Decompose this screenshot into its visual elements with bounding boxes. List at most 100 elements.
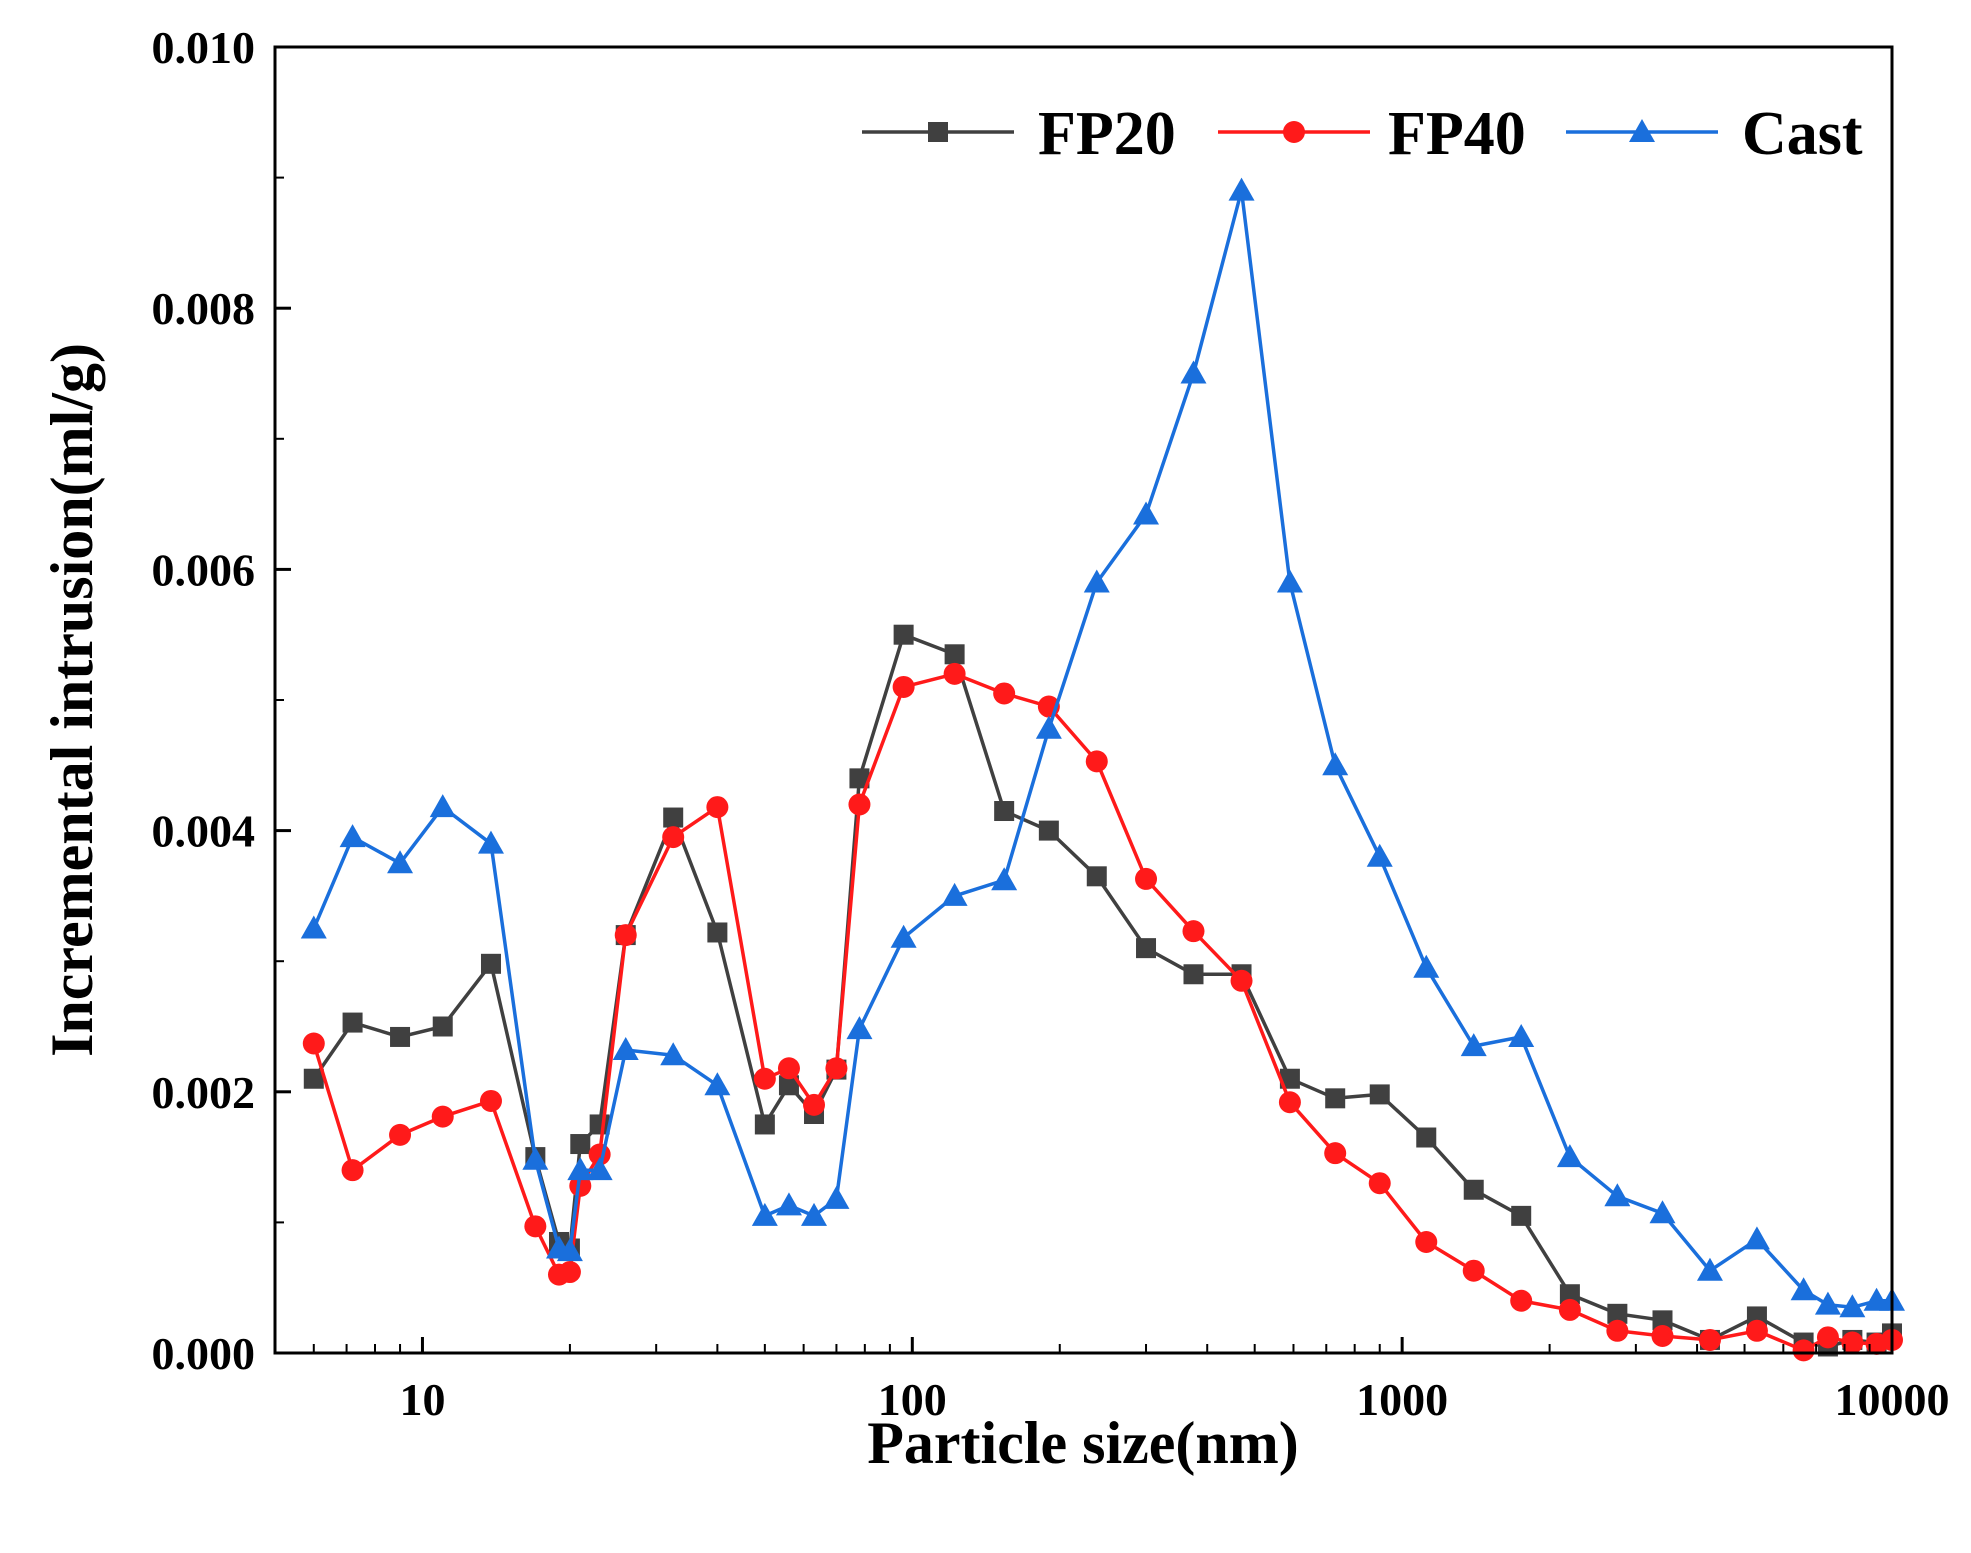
data-point-fp40 bbox=[569, 1174, 592, 1197]
axes-layer: 10 100 1000 10000 0.000 0.002 0.004 0.006 0.008 0… bbox=[152, 22, 1950, 1425]
data-point-fp40 bbox=[993, 682, 1016, 705]
data-point-cast bbox=[387, 850, 414, 874]
legend-label-fp40: FP40 bbox=[1388, 100, 1526, 168]
data-point-cast bbox=[660, 1042, 687, 1066]
data-point-cast bbox=[775, 1192, 802, 1216]
data-point-cast bbox=[339, 824, 366, 848]
data-point-cast bbox=[522, 1146, 549, 1170]
data-point-cast bbox=[1322, 752, 1349, 776]
data-point-cast bbox=[991, 867, 1018, 891]
data-point-fp20 bbox=[1511, 1205, 1532, 1226]
data-point-fp20 bbox=[707, 922, 728, 943]
data-point-fp20 bbox=[1416, 1127, 1437, 1148]
data-point-fp40 bbox=[825, 1057, 848, 1080]
data-point-fp40 bbox=[431, 1105, 454, 1128]
data-point-fp40 bbox=[1368, 1172, 1391, 1195]
data-point-cast bbox=[1508, 1023, 1535, 1047]
data-point-fp40 bbox=[1278, 1091, 1301, 1114]
legend-label-cast: Cast bbox=[1742, 100, 1863, 168]
data-point-fp40 bbox=[1135, 867, 1158, 890]
data-point-fp40 bbox=[1698, 1328, 1721, 1351]
data-point-fp20 bbox=[480, 953, 501, 974]
data-point-cast bbox=[1133, 501, 1160, 525]
data-point-fp40 bbox=[1230, 969, 1253, 992]
data-point-fp40 bbox=[389, 1123, 412, 1146]
data-point-fp40 bbox=[848, 793, 871, 816]
y-tick-label: 0.004 bbox=[152, 806, 256, 857]
data-point-cast bbox=[1460, 1033, 1487, 1057]
x-axis-title: Particle size(nm) bbox=[867, 1410, 1298, 1476]
data-point-fp40 bbox=[479, 1089, 502, 1112]
legend-label-fp20: FP20 bbox=[1038, 100, 1176, 168]
data-point-fp40 bbox=[1558, 1298, 1581, 1321]
data-point-fp40 bbox=[302, 1032, 325, 1055]
data-point-fp40 bbox=[1324, 1142, 1347, 1165]
data-point-fp20 bbox=[944, 644, 965, 665]
data-point-cast bbox=[890, 924, 917, 948]
legend-item-fp20: FP20 bbox=[862, 100, 1176, 168]
data-point-fp20 bbox=[849, 768, 870, 789]
data-point-cast bbox=[300, 915, 327, 939]
data-point-fp20 bbox=[390, 1026, 411, 1047]
data-point-fp40 bbox=[1085, 750, 1108, 773]
y-axis-title: Incremental intrusion(ml/g) bbox=[39, 343, 105, 1057]
data-point-cast bbox=[612, 1037, 639, 1061]
data-point-fp20 bbox=[1559, 1284, 1580, 1305]
data-point-fp40 bbox=[753, 1067, 776, 1090]
legend-item-cast: Cast bbox=[1566, 100, 1863, 168]
legend-item-fp40: FP40 bbox=[1218, 100, 1526, 168]
data-point-fp40 bbox=[614, 924, 637, 947]
x-tick-label: 100 bbox=[878, 1374, 947, 1425]
data-point-cast bbox=[846, 1016, 873, 1040]
data-point-cast bbox=[823, 1185, 850, 1209]
data-point-fp40 bbox=[1415, 1230, 1438, 1253]
data-point-cast bbox=[429, 794, 456, 818]
data-point-cast bbox=[1649, 1200, 1676, 1224]
data-point-fp20 bbox=[342, 1012, 363, 1033]
data-point-fp40 bbox=[777, 1057, 800, 1080]
data-point-fp40 bbox=[1462, 1259, 1485, 1282]
data-point-fp20 bbox=[1607, 1303, 1628, 1324]
series-cast bbox=[300, 177, 1905, 1318]
data-point-fp40 bbox=[524, 1215, 547, 1238]
data-point-cast bbox=[1839, 1294, 1866, 1318]
data-point-fp20 bbox=[1463, 1179, 1484, 1200]
data-point-fp20 bbox=[778, 1075, 799, 1096]
data-point-fp40 bbox=[1792, 1339, 1815, 1362]
data-point-fp40 bbox=[558, 1261, 581, 1284]
series-fp40 bbox=[302, 662, 1903, 1362]
legend-marker-cast bbox=[1629, 119, 1655, 142]
data-point-cast bbox=[586, 1157, 613, 1181]
data-point-fp20 bbox=[1086, 866, 1107, 887]
data-point-fp40 bbox=[1651, 1325, 1674, 1348]
data-point-fp20 bbox=[1038, 820, 1059, 841]
data-point-fp40 bbox=[1510, 1289, 1533, 1312]
data-point-cast bbox=[1413, 954, 1440, 978]
data-point-fp20 bbox=[1369, 1084, 1390, 1105]
data-point-cast bbox=[1276, 569, 1303, 593]
data-point-fp40 bbox=[803, 1093, 826, 1116]
y-tick-label: 0.008 bbox=[152, 283, 256, 334]
data-point-fp40 bbox=[341, 1159, 364, 1182]
data-point-cast bbox=[556, 1238, 583, 1262]
data-point-fp40 bbox=[1816, 1326, 1839, 1349]
data-point-fp40 bbox=[892, 675, 915, 698]
data-point-fp20 bbox=[432, 1016, 453, 1037]
data-point-fp20 bbox=[1279, 1068, 1300, 1089]
data-point-fp20 bbox=[570, 1134, 591, 1155]
data-point-cast bbox=[477, 830, 504, 854]
data-point-cast bbox=[751, 1202, 778, 1226]
data-point-cast bbox=[941, 882, 968, 906]
data-point-fp40 bbox=[943, 662, 966, 685]
y-tick-label: 0.000 bbox=[152, 1328, 256, 1379]
data-point-fp40 bbox=[1182, 920, 1205, 943]
data-point-fp20 bbox=[1652, 1310, 1673, 1331]
data-point-fp20 bbox=[303, 1068, 324, 1089]
y-tick-label: 0.010 bbox=[152, 22, 256, 73]
data-point-fp20 bbox=[754, 1114, 775, 1135]
legend-marker-fp20 bbox=[928, 122, 948, 142]
y-tick-label: 0.002 bbox=[152, 1067, 256, 1118]
data-point-cast bbox=[1228, 177, 1255, 201]
